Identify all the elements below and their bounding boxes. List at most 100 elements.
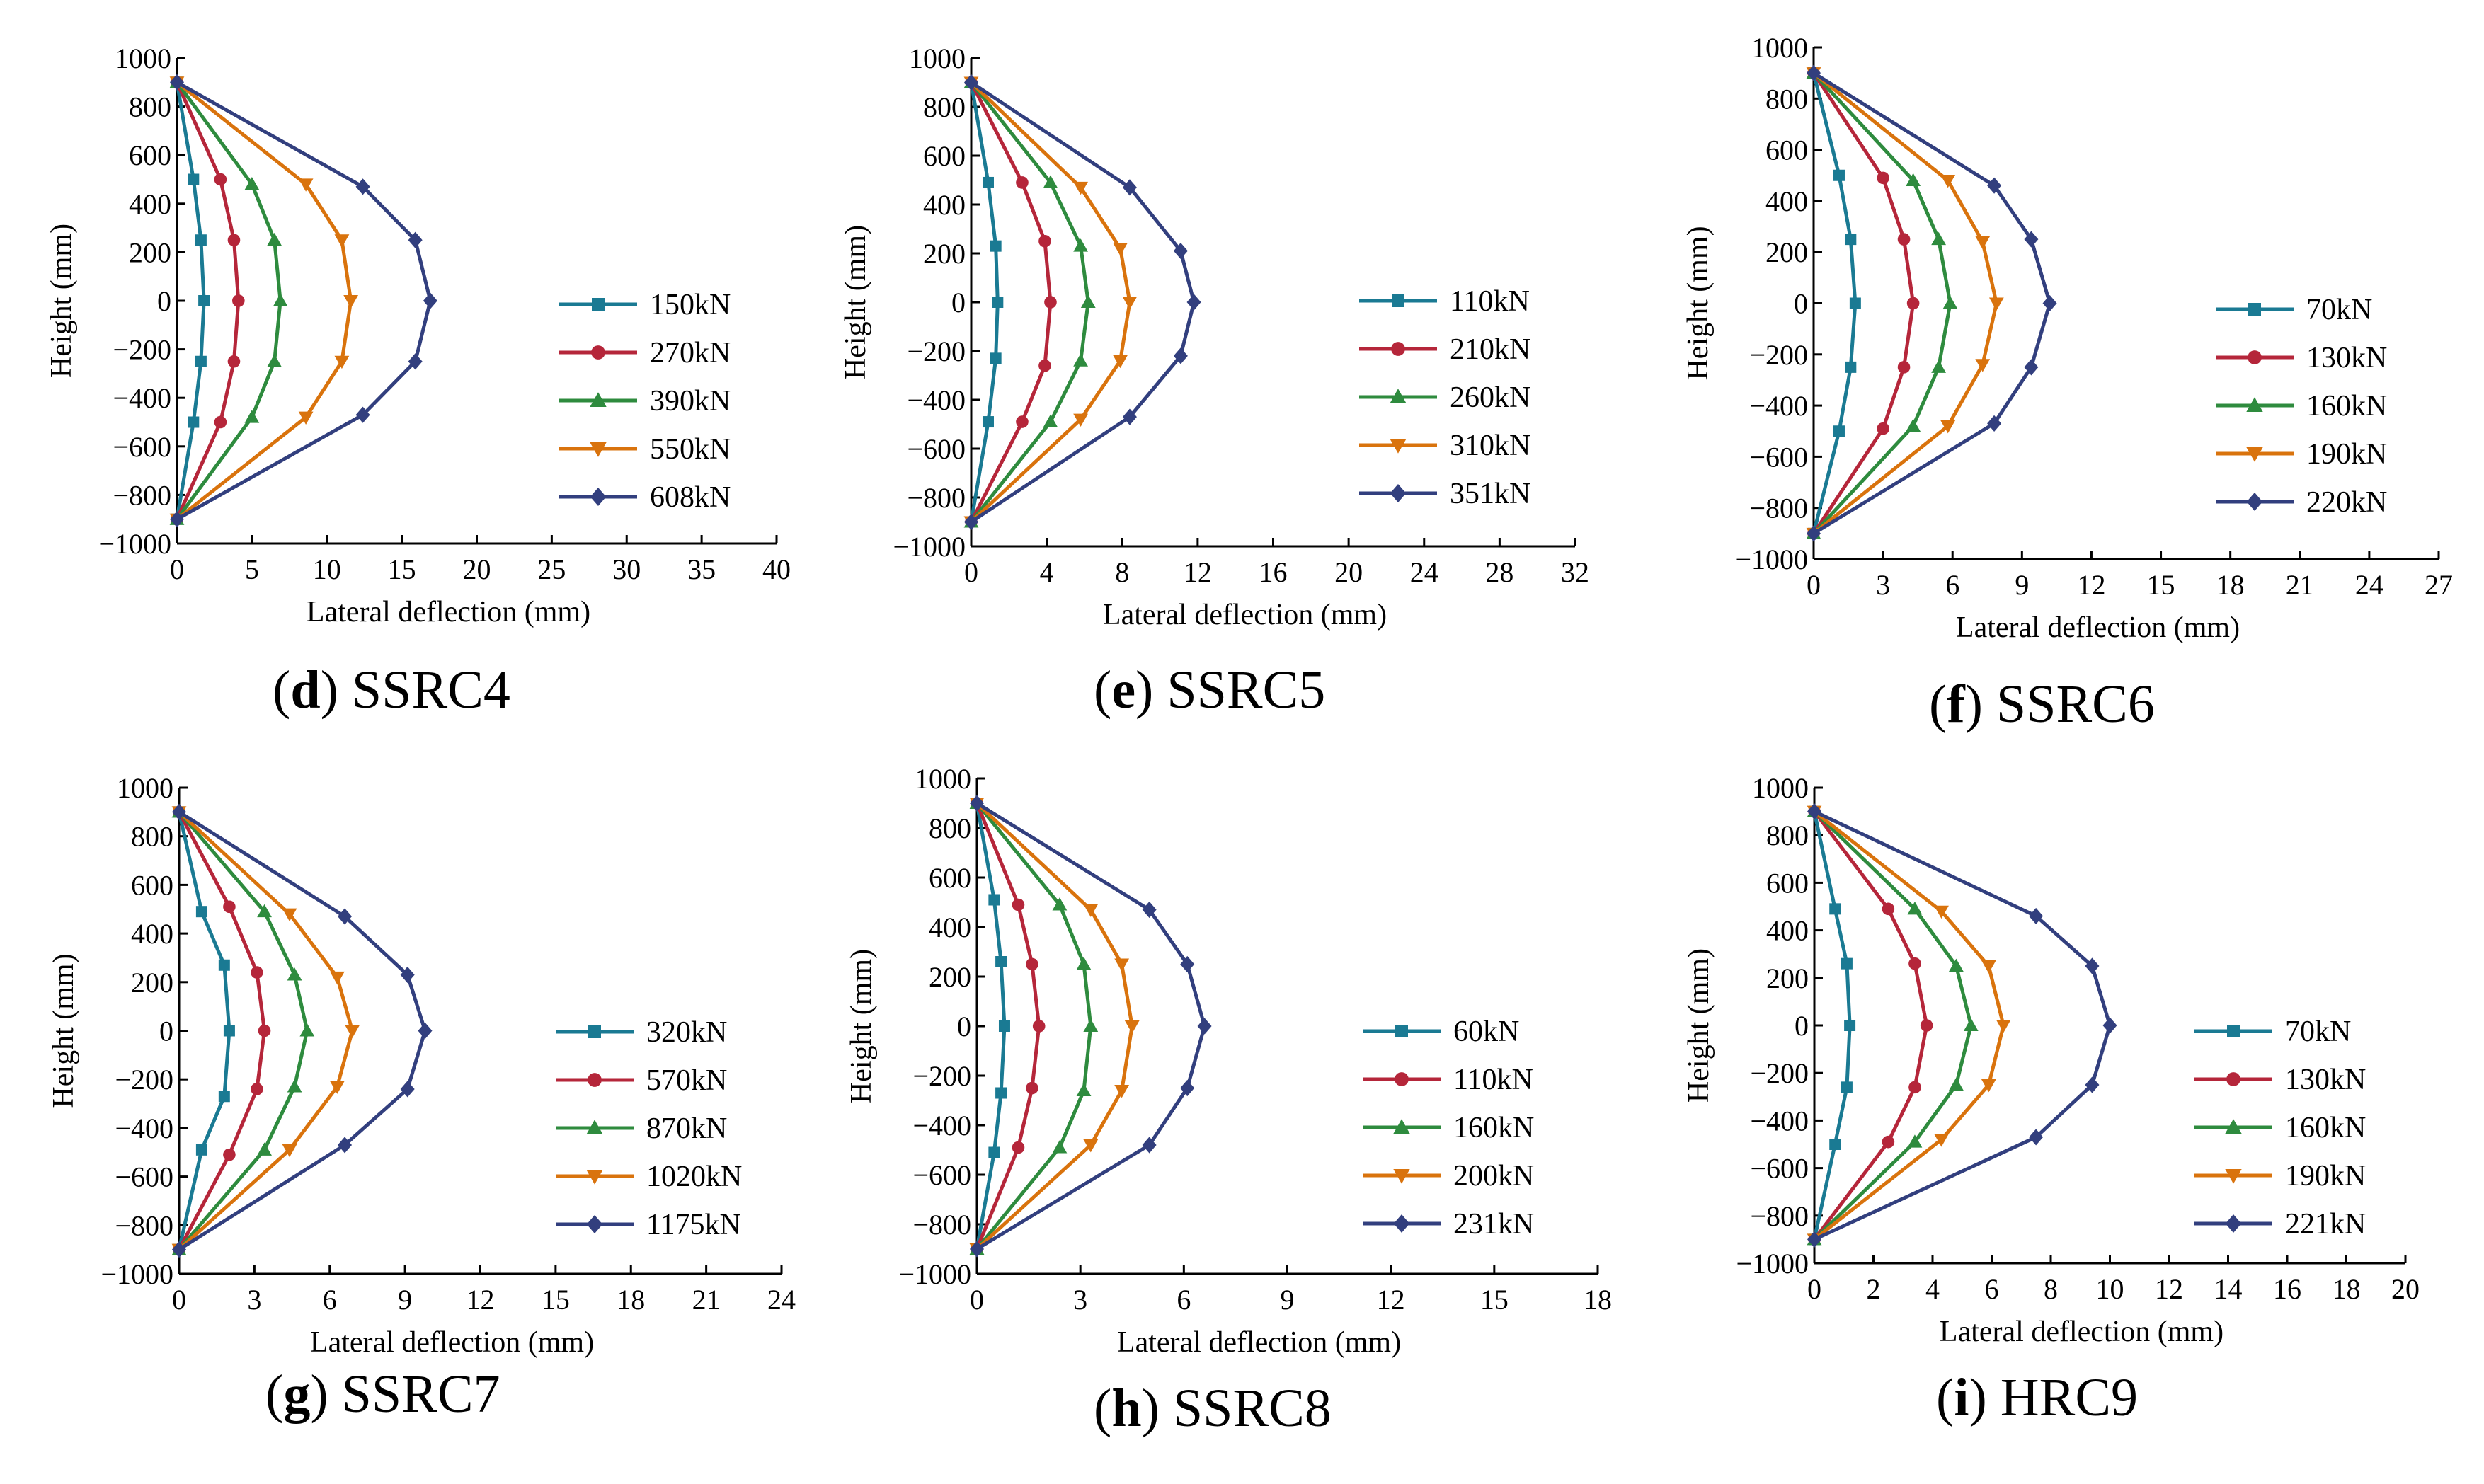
- legend-entry: 260kN: [1359, 381, 1530, 414]
- data-point: [329, 1081, 345, 1094]
- legend-marker: [1390, 389, 1407, 403]
- data-point: [1052, 1140, 1068, 1154]
- y-tick-label: 1000: [1751, 32, 1808, 64]
- legend-label: 231kN: [1453, 1208, 1534, 1241]
- y-tick-label: −800: [1750, 1200, 1809, 1232]
- legend-label: 320kN: [646, 1016, 727, 1049]
- data-point: [1845, 361, 1857, 373]
- data-point: [2024, 359, 2039, 376]
- data-point: [1044, 296, 1057, 309]
- data-point: [334, 234, 350, 248]
- x-tick-label: 5: [245, 553, 259, 585]
- x-tick-label: 12: [1377, 1284, 1405, 1316]
- data-point: [1180, 955, 1195, 973]
- data-point: [1949, 958, 1964, 972]
- data-point: [1897, 233, 1911, 246]
- y-tick-label: 1000: [915, 763, 971, 795]
- data-point: [1845, 234, 1857, 246]
- data-point: [267, 232, 282, 246]
- y-axis-title: Height (mm): [45, 224, 78, 378]
- legend-label: 870kN: [646, 1112, 727, 1145]
- legend-entry: 221kN: [2194, 1208, 2366, 1241]
- data-point: [1122, 179, 1137, 196]
- data-point: [1083, 904, 1099, 917]
- legend-label: 160kN: [2285, 1112, 2366, 1144]
- series-line: [178, 810, 427, 1251]
- data-point: [355, 406, 370, 423]
- y-tick-label: 0: [951, 287, 966, 318]
- x-tick-label: 27: [2425, 569, 2453, 601]
- x-tick-label: 40: [762, 553, 791, 585]
- data-point: [2024, 231, 2039, 248]
- x-tick-label: 24: [2355, 569, 2383, 601]
- data-point: [1012, 1141, 1025, 1154]
- legend-entry: 160kN: [2194, 1112, 2366, 1144]
- data-point: [232, 294, 245, 307]
- y-tick-label: −800: [912, 1209, 971, 1241]
- y-tick-label: −800: [115, 1209, 173, 1241]
- x-tick-label: 18: [1584, 1284, 1612, 1316]
- panel-g: 0 3 6 9 12 15 18 21 24 1000 800 600 400 200 0 −200 −400 −…: [47, 772, 796, 1424]
- panel-f: 0 3 6 9 12 15 18 21 24 27 1000 800 600 400 200 0 −200 −40…: [1682, 32, 2453, 734]
- data-point: [1043, 175, 1058, 188]
- series-line: [1812, 71, 2052, 535]
- x-tick-label: 14: [2214, 1273, 2243, 1305]
- data-point: [329, 971, 345, 985]
- y-tick-label: 400: [131, 918, 173, 950]
- data-point: [400, 966, 415, 984]
- data-point: [1906, 297, 1920, 310]
- legend-entry: 310kN: [1359, 430, 1530, 462]
- legend-entry: 231kN: [1363, 1208, 1534, 1241]
- x-tick-label: 35: [687, 553, 716, 585]
- x-tick-label: 6: [1945, 569, 1959, 601]
- data-point: [998, 1020, 1010, 1032]
- y-tick-label: −400: [1749, 390, 1808, 422]
- data-point: [992, 297, 1004, 308]
- x-tick-label: 25: [537, 553, 566, 585]
- x-tick-label: 4: [1040, 556, 1054, 588]
- legend-marker: [1390, 439, 1407, 454]
- data-point: [2042, 294, 2057, 312]
- y-tick-label: 600: [131, 869, 173, 901]
- data-point: [1076, 1083, 1092, 1096]
- data-point: [218, 1091, 230, 1103]
- data-point: [1807, 1231, 1821, 1248]
- legend-marker: [2225, 1169, 2242, 1184]
- panel-caption: (i) HRC9: [1936, 1368, 2138, 1427]
- data-point: [1052, 897, 1068, 911]
- legend-label: 200kN: [1453, 1160, 1534, 1192]
- series-221kN: [1807, 803, 2117, 1248]
- legend-entry: 110kN: [1359, 285, 1530, 318]
- data-point: [970, 1241, 984, 1258]
- series-line: [1812, 71, 1998, 535]
- data-point: [1841, 957, 1853, 970]
- data-point: [2102, 1017, 2117, 1034]
- y-tick-label: −200: [912, 1060, 971, 1092]
- x-tick-label: 21: [2286, 569, 2314, 601]
- x-tick-label: 12: [1184, 556, 1212, 588]
- x-axis-title: Lateral deflection (mm): [310, 1326, 594, 1359]
- legend-entry: 390kN: [559, 385, 731, 418]
- x-tick-label: 15: [2147, 569, 2175, 601]
- data-point: [1043, 414, 1058, 428]
- data-point: [1032, 1020, 1046, 1033]
- data-point: [338, 1137, 353, 1154]
- panel-caption: (d) SSRC4: [273, 660, 510, 720]
- legend-label: 130kN: [2285, 1064, 2366, 1096]
- legend-marker: [1393, 1119, 1410, 1134]
- data-point: [1083, 1139, 1099, 1153]
- y-tick-label: 200: [929, 961, 971, 993]
- data-point: [1833, 169, 1845, 181]
- series-line: [176, 81, 433, 521]
- data-point: [338, 908, 353, 925]
- data-point: [1920, 1019, 1933, 1032]
- data-point: [1124, 1020, 1140, 1034]
- data-point: [172, 803, 186, 820]
- legend-label: 70kN: [2306, 294, 2372, 326]
- legend-marker: [591, 345, 605, 360]
- panel-caption: (g) SSRC7: [265, 1364, 500, 1424]
- series-1175kN: [172, 803, 433, 1258]
- x-axis-title: Lateral deflection (mm): [1956, 611, 2240, 644]
- data-point: [2029, 1129, 2044, 1146]
